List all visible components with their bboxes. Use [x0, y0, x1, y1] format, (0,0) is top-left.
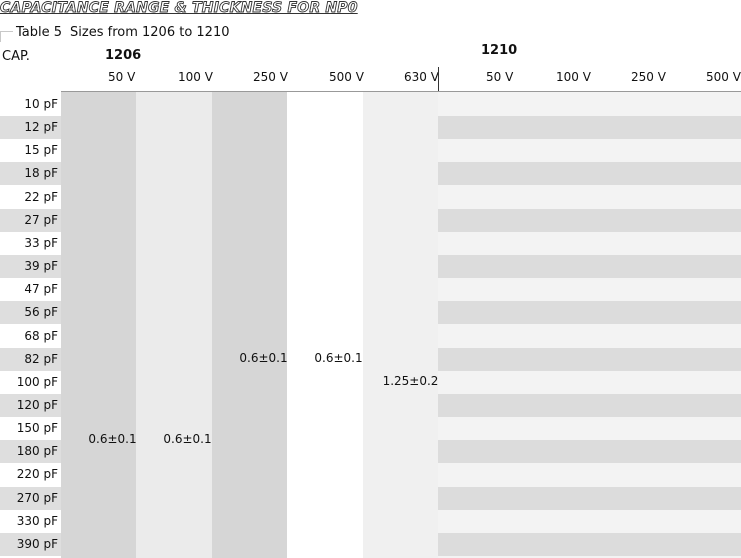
cap-row: 180 pF [0, 440, 61, 463]
group-header-1206: 1206 [105, 48, 142, 63]
cap-value: 12 pF [24, 120, 58, 134]
cap-value: 56 pF [24, 305, 58, 319]
cap-row: 220 pF [0, 463, 61, 486]
row-stripe-1210 [438, 209, 741, 232]
band-1206-630v [363, 92, 438, 558]
group-divider [438, 67, 439, 91]
cap-value: 220 pF [16, 467, 58, 481]
cap-row: 47 pF [0, 278, 61, 301]
band-1206-250v [212, 92, 287, 558]
cap-row: 15 pF [0, 139, 61, 162]
band-1206-500v [287, 92, 363, 558]
voltage-header-1206-100v: 100 V [178, 70, 213, 84]
cap-value: 82 pF [24, 352, 58, 366]
page-title: CAPACITANCE RANGE & THICKNESS FOR NP0 [0, 0, 358, 16]
cap-row: 390 pF [0, 533, 61, 556]
row-stripe-1210 [438, 162, 741, 185]
cap-row: 330 pF [0, 510, 61, 533]
group-header-1210: 1210 [481, 43, 518, 58]
cap-value: 68 pF [24, 329, 58, 343]
cap-value: 39 pF [24, 259, 58, 273]
row-stripe-1210 [438, 440, 741, 463]
cap-row: 100 pF [0, 371, 61, 394]
cap-row: 10 pF [0, 93, 61, 116]
table-label-corner [0, 31, 13, 42]
voltage-header-1210-50v: 50 V [486, 70, 514, 84]
cap-value: 47 pF [24, 282, 58, 296]
cap-row: 39 pF [0, 255, 61, 278]
cap-row: 120 pF [0, 394, 61, 417]
cap-value: 150 pF [16, 421, 58, 435]
row-stripe-1210 [438, 394, 741, 417]
cap-value: 27 pF [24, 213, 58, 227]
table-number: Table 5 [16, 25, 63, 40]
cap-value: 22 pF [24, 190, 58, 204]
voltage-header-1210-500v: 500 V [706, 70, 741, 84]
cap-row: 22 pF [0, 186, 61, 209]
thickness-1206-630v: 1.25±0.2 [382, 374, 439, 388]
cap-row: 68 pF [0, 325, 61, 348]
row-stripe-1210 [438, 116, 741, 139]
band-1206-100v [136, 92, 212, 558]
table-subtitle: Sizes from 1206 to 1210 [70, 25, 230, 40]
voltage-header-1206-250v: 250 V [253, 70, 288, 84]
thickness-1206-50v: 0.6±0.1 [88, 432, 137, 446]
cap-row: 56 pF [0, 301, 61, 324]
cap-row: 12 pF [0, 116, 61, 139]
header-rule [61, 91, 741, 92]
cap-value: 180 pF [16, 444, 58, 458]
cap-row: 270 pF [0, 487, 61, 510]
cap-row: 33 pF [0, 232, 61, 255]
cap-row: 82 pF [0, 348, 61, 371]
row-stripe-1210 [438, 255, 741, 278]
row-stripe-1210 [438, 487, 741, 510]
voltage-header-1206-500v: 500 V [329, 70, 364, 84]
thickness-1206-250v: 0.6±0.1 [239, 351, 288, 365]
voltage-header-1210-250v: 250 V [631, 70, 666, 84]
row-stripe-1210 [438, 533, 741, 556]
cap-value: 15 pF [24, 143, 58, 157]
voltage-header-1210-100v: 100 V [556, 70, 591, 84]
cap-column-header: CAP. [2, 49, 30, 64]
voltage-header-1206-630v: 630 V [404, 70, 439, 84]
cap-row: 18 pF [0, 162, 61, 185]
cap-value: 33 pF [24, 236, 58, 250]
thickness-1206-100v: 0.6±0.1 [163, 432, 212, 446]
thickness-1206-500v: 0.6±0.1 [314, 351, 363, 365]
cap-value: 100 pF [16, 375, 58, 389]
cap-value: 330 pF [16, 514, 58, 528]
row-stripe-1210 [438, 348, 741, 371]
band-1206-50v [61, 92, 136, 558]
cap-value: 10 pF [24, 97, 58, 111]
voltage-header-1206-50v: 50 V [108, 70, 136, 84]
cap-row: 27 pF [0, 209, 61, 232]
cap-value: 120 pF [16, 398, 58, 412]
cap-row: 150 pF [0, 417, 61, 440]
table-caption: Table 5 Sizes from 1206 to 1210 [16, 25, 230, 40]
row-stripe-1210 [438, 301, 741, 324]
cap-value: 18 pF [24, 166, 58, 180]
cap-value: 270 pF [16, 491, 58, 505]
cap-value: 390 pF [16, 537, 58, 551]
